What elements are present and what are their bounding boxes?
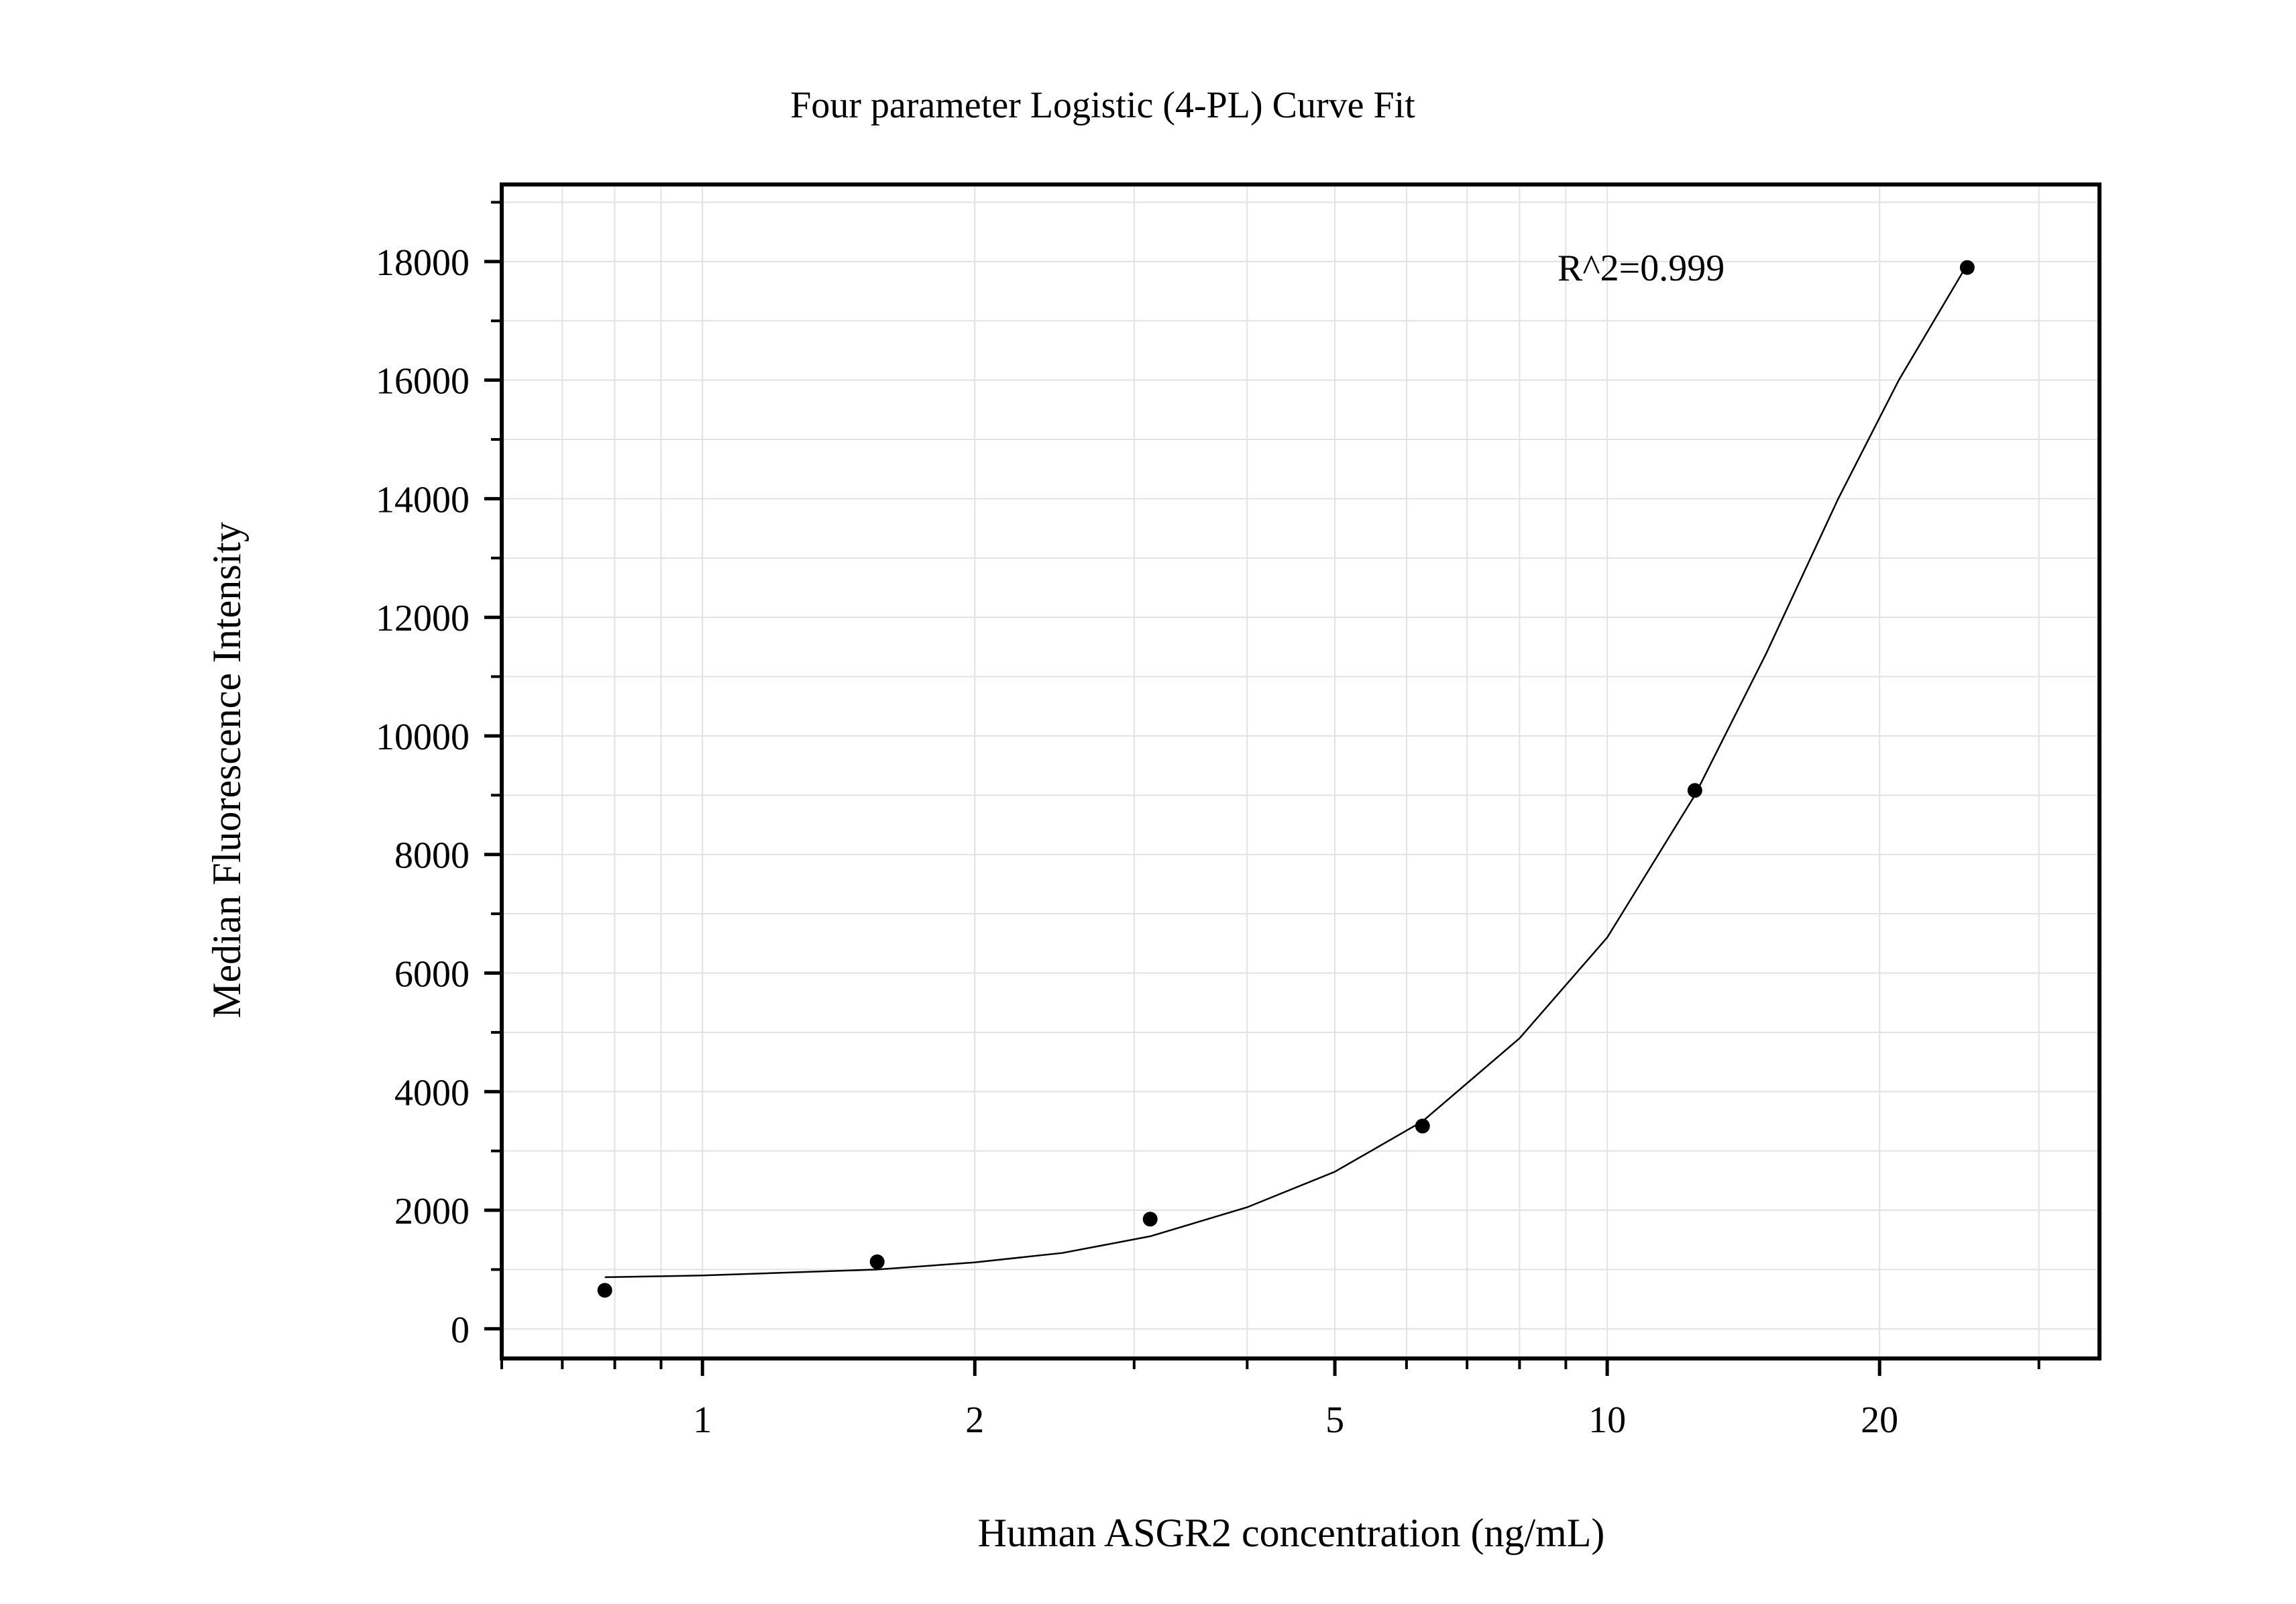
- x-axis-label: Human ASGR2 concentration (ng/mL): [978, 1511, 1605, 1555]
- data-point: [869, 1254, 885, 1269]
- data-point: [1142, 1212, 1158, 1227]
- axis-ticks: [484, 201, 2040, 1376]
- y-tick-label: 4000: [394, 1072, 470, 1114]
- grid: [501, 184, 2099, 1358]
- y-tick-label: 8000: [394, 835, 470, 877]
- data-point: [1959, 260, 1975, 275]
- y-tick-label: 10000: [376, 716, 470, 758]
- r-squared-annotation: R^2=0.999: [1557, 248, 1725, 289]
- y-tick-label: 6000: [394, 954, 470, 996]
- x-tick-label: 5: [1325, 1399, 1344, 1441]
- data-point: [1415, 1118, 1430, 1134]
- data-point: [1687, 783, 1702, 798]
- y-tick-label: 0: [451, 1309, 470, 1351]
- chart-title: Four parameter Logistic (4-PL) Curve Fit: [790, 85, 1415, 126]
- y-tick-label: 16000: [376, 361, 470, 403]
- y-axis-label: Median Fluorescence Intensity: [205, 522, 249, 1018]
- fit-curve: [604, 264, 1968, 1279]
- y-tick-label: 2000: [394, 1191, 470, 1232]
- x-tick-label: 20: [1861, 1399, 1898, 1441]
- y-tick-label: 18000: [376, 242, 470, 284]
- plot-frame: [500, 182, 2101, 1360]
- tick-labels: 1 2 5 10 20 0 2000 4000 6000 8000 10000 12000 14000 1…: [376, 242, 1898, 1441]
- data-points: [597, 260, 1975, 1298]
- y-tick-label: 12000: [376, 598, 470, 639]
- y-tick-label: 14000: [376, 479, 470, 521]
- x-tick-label: 10: [1588, 1399, 1626, 1441]
- fit-curve-layer: [604, 264, 1968, 1279]
- x-tick-label: 2: [965, 1399, 984, 1441]
- x-tick-label: 1: [693, 1399, 712, 1441]
- data-point: [597, 1283, 612, 1298]
